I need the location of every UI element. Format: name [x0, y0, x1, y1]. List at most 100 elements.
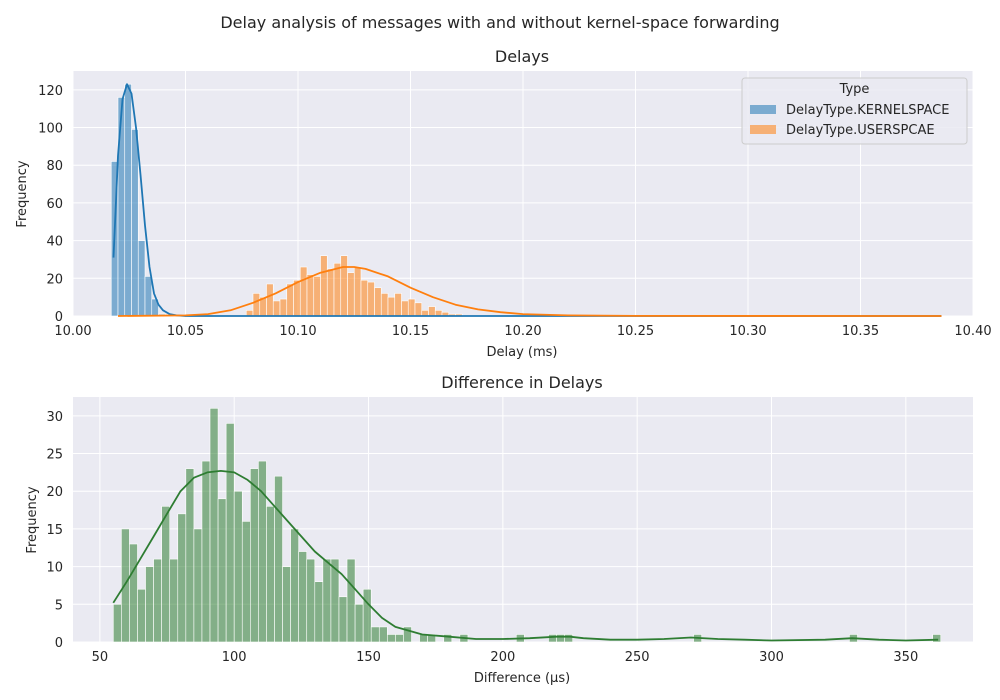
delays-chart-title: Delays [495, 47, 549, 66]
difference-chart: Difference in Delays Difference (µs) Fre… [25, 373, 973, 686]
delays-y-axis-label: Frequency [15, 160, 30, 227]
difference-bar [298, 551, 308, 643]
difference-x-tick-label: 300 [759, 650, 784, 665]
difference-bar [193, 528, 203, 643]
delays-x-tick-label: 10.35 [842, 324, 879, 339]
delays-bar [374, 287, 382, 317]
delays-bar [347, 272, 355, 317]
delays-x-tick-label: 10.25 [617, 324, 654, 339]
difference-bar [403, 626, 412, 643]
delays-bar [124, 83, 132, 317]
difference-bar [153, 558, 162, 643]
delays-bar [407, 298, 416, 317]
difference-y-tick-label: 30 [46, 410, 63, 425]
difference-bar [209, 408, 219, 643]
difference-bar [129, 543, 138, 643]
difference-x-tick-label: 50 [92, 650, 109, 665]
delays-bar [131, 129, 139, 317]
difference-bar [395, 634, 404, 643]
legend-swatch [750, 125, 776, 134]
difference-bar [564, 634, 574, 643]
delays-y-tick-label: 20 [46, 272, 63, 287]
delays-bar [286, 283, 294, 317]
delays-x-tick-label: 10.15 [392, 324, 429, 339]
difference-x-tick-label: 250 [625, 650, 650, 665]
delays-bar [279, 298, 288, 317]
delays-bar [272, 300, 281, 317]
delays-bar [252, 293, 261, 317]
delays-x-tick-label: 10.30 [729, 324, 766, 339]
difference-bar [233, 490, 243, 643]
difference-kde-line-0 [112, 469, 939, 642]
delays-bar [401, 300, 409, 317]
difference-bar [362, 588, 372, 643]
difference-y-tick-label: 15 [46, 523, 63, 538]
delays-legend: Type DelayType.KERNELSPACE DelayType.USERS… [741, 77, 968, 145]
difference-bar [306, 558, 316, 643]
difference-bar [137, 588, 146, 643]
delays-bar [414, 302, 423, 317]
delays-bar [367, 281, 375, 317]
difference-bar [370, 626, 380, 643]
delays-x-tick-label: 10.40 [954, 324, 991, 339]
delays-bar [333, 262, 342, 317]
difference-chart-title: Difference in Delays [441, 373, 602, 392]
difference-bar [338, 596, 348, 643]
delays-bar [380, 293, 389, 317]
difference-bar [217, 498, 227, 643]
difference-x-tick-label: 150 [356, 650, 381, 665]
difference-bar [121, 528, 130, 643]
difference-bar [274, 475, 283, 643]
delays-bar [299, 266, 308, 317]
difference-y-tick-label: 20 [46, 485, 63, 500]
delays-y-tick-label: 120 [38, 84, 63, 99]
delays-y-tick-label: 100 [38, 122, 63, 137]
delays-bar [428, 306, 436, 317]
difference-bar [258, 460, 267, 643]
delays-bar [394, 293, 402, 317]
delays-bar [387, 296, 396, 317]
delays-bar [313, 276, 321, 317]
delays-bar [360, 279, 369, 317]
delays-bar [306, 274, 315, 317]
difference-bar [443, 634, 453, 643]
difference-bar [241, 521, 251, 643]
delays-kde-line-0 [112, 83, 942, 317]
delays-x-tick-label: 10.20 [504, 324, 541, 339]
difference-bar [177, 513, 187, 643]
delays-bar [266, 283, 274, 317]
difference-x-tick-label: 200 [490, 650, 515, 665]
legend-entry-label: DelayType.KERNELSPACE [786, 103, 949, 118]
difference-series-0 [112, 408, 942, 643]
delays-bar [340, 255, 348, 317]
delays-x-tick-label: 10.05 [167, 324, 204, 339]
delays-x-axis-label: Delay (ms) [487, 345, 558, 360]
difference-bar [314, 581, 324, 643]
difference-bar [266, 506, 275, 643]
difference-y-axis-label: Frequency [25, 486, 40, 553]
legend-swatch [750, 105, 776, 114]
delays-x-tick-label: 10.10 [279, 324, 316, 339]
difference-bar [354, 604, 364, 643]
difference-bar [378, 626, 388, 643]
difference-bar [161, 506, 171, 643]
legend-frame [741, 77, 968, 145]
difference-bar [282, 566, 291, 643]
difference-bar [346, 558, 356, 643]
difference-y-tick-label: 0 [55, 636, 63, 651]
delays-bar [117, 97, 126, 317]
difference-y-tick-label: 10 [46, 561, 63, 576]
delays-bar [137, 240, 146, 317]
delays-x-tick-label: 10.00 [54, 324, 91, 339]
legend-entry-label: DelayType.USERSPCAE [786, 123, 935, 138]
delays-chart: Delays Delay (ms) Frequency 10.00 10.05 10… [15, 47, 992, 360]
difference-y-tick-label: 25 [46, 448, 63, 463]
difference-bar [225, 423, 235, 643]
delays-bar [293, 279, 301, 317]
delays-kde-line-1 [117, 266, 942, 317]
delays-bar [326, 268, 335, 317]
difference-bar [185, 468, 195, 643]
difference-bar [548, 634, 557, 643]
difference-bar [556, 634, 565, 643]
